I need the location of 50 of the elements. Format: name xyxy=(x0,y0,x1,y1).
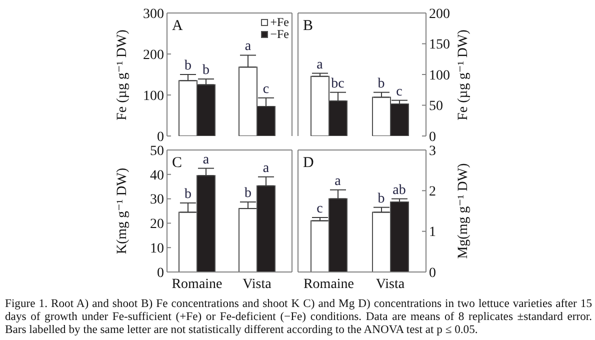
legend-label: −Fe xyxy=(270,27,289,41)
x-tick-label: Romaine xyxy=(303,276,354,292)
y-tick-label: 300 xyxy=(143,6,164,22)
x-tick-label: Vista xyxy=(376,276,406,292)
caption: Figure 1. Root A) and shoot B) Fe concentrations and shoot K C) and Mg D) concentrations in two lettuce varieties after 15 days of growth under Fe-sufficient (+Fe) or Fe-deficient (−Fe) conditions. Data are means of 8 replicates ±standard error. Bars labelled by the same letter are not statistically different according to the ANOVA test at p ≤ 0.05. xyxy=(5,297,592,336)
chart-title: D xyxy=(303,155,314,171)
y-tick-label: 2 xyxy=(429,184,436,200)
y-tick-label: 40 xyxy=(150,168,164,184)
y-tick-label: 0 xyxy=(157,130,164,145)
y-axis-title: Mg(mg g⁻¹ DW) xyxy=(456,163,472,259)
y-tick-label: 0 xyxy=(429,266,436,281)
y-axis-title: Fe (µg g⁻¹ DW) xyxy=(115,29,131,120)
y-tick-label: 10 xyxy=(150,242,164,256)
data-label: a xyxy=(316,57,324,72)
y-tick-label: 0 xyxy=(157,266,164,281)
y-tick-label: 200 xyxy=(429,6,450,22)
data-label: b xyxy=(184,58,192,74)
chart-title: B xyxy=(303,18,314,34)
data-label: bc xyxy=(331,76,344,92)
data-label: b xyxy=(244,186,252,201)
data-label: c xyxy=(396,84,402,100)
x-tick-label: Vista xyxy=(242,276,272,292)
chart-title: C xyxy=(172,155,182,171)
y-tick-label: 200 xyxy=(143,48,164,63)
y-tick-label: 150 xyxy=(429,38,450,53)
data-label: ab xyxy=(392,182,406,198)
y-tick-label: 50 xyxy=(150,144,164,159)
data-label: b xyxy=(202,63,210,78)
y-tick-label: 1 xyxy=(429,225,436,240)
data-label: b xyxy=(378,76,385,92)
y-tick-label: 30 xyxy=(150,192,164,208)
data-label: b xyxy=(184,186,192,202)
data-label: b xyxy=(378,191,385,206)
y-tick-label: 20 xyxy=(150,217,164,232)
y-tick-label: 0 xyxy=(429,130,436,145)
y-tick-label: 3 xyxy=(429,144,436,159)
data-label: a xyxy=(262,160,270,176)
y-tick-label: 100 xyxy=(429,68,450,84)
y-tick-label: 100 xyxy=(143,88,164,104)
chart-title: A xyxy=(172,18,183,34)
legend-label: +Fe xyxy=(270,15,289,29)
data-label: a xyxy=(202,152,210,168)
data-label: c xyxy=(262,82,270,97)
y-tick-label: 50 xyxy=(429,99,443,114)
x-tick-label: Romaine xyxy=(172,276,222,292)
y-axis-title: Fe (µg g⁻¹ DW) xyxy=(456,29,472,120)
data-label: c xyxy=(316,202,323,217)
y-axis-title: K(mg g⁻¹ DW) xyxy=(115,168,131,254)
data-label: a xyxy=(244,39,252,54)
data-label: a xyxy=(334,174,342,189)
